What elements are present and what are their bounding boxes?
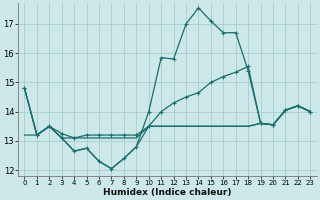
X-axis label: Humidex (Indice chaleur): Humidex (Indice chaleur) [103, 188, 232, 197]
